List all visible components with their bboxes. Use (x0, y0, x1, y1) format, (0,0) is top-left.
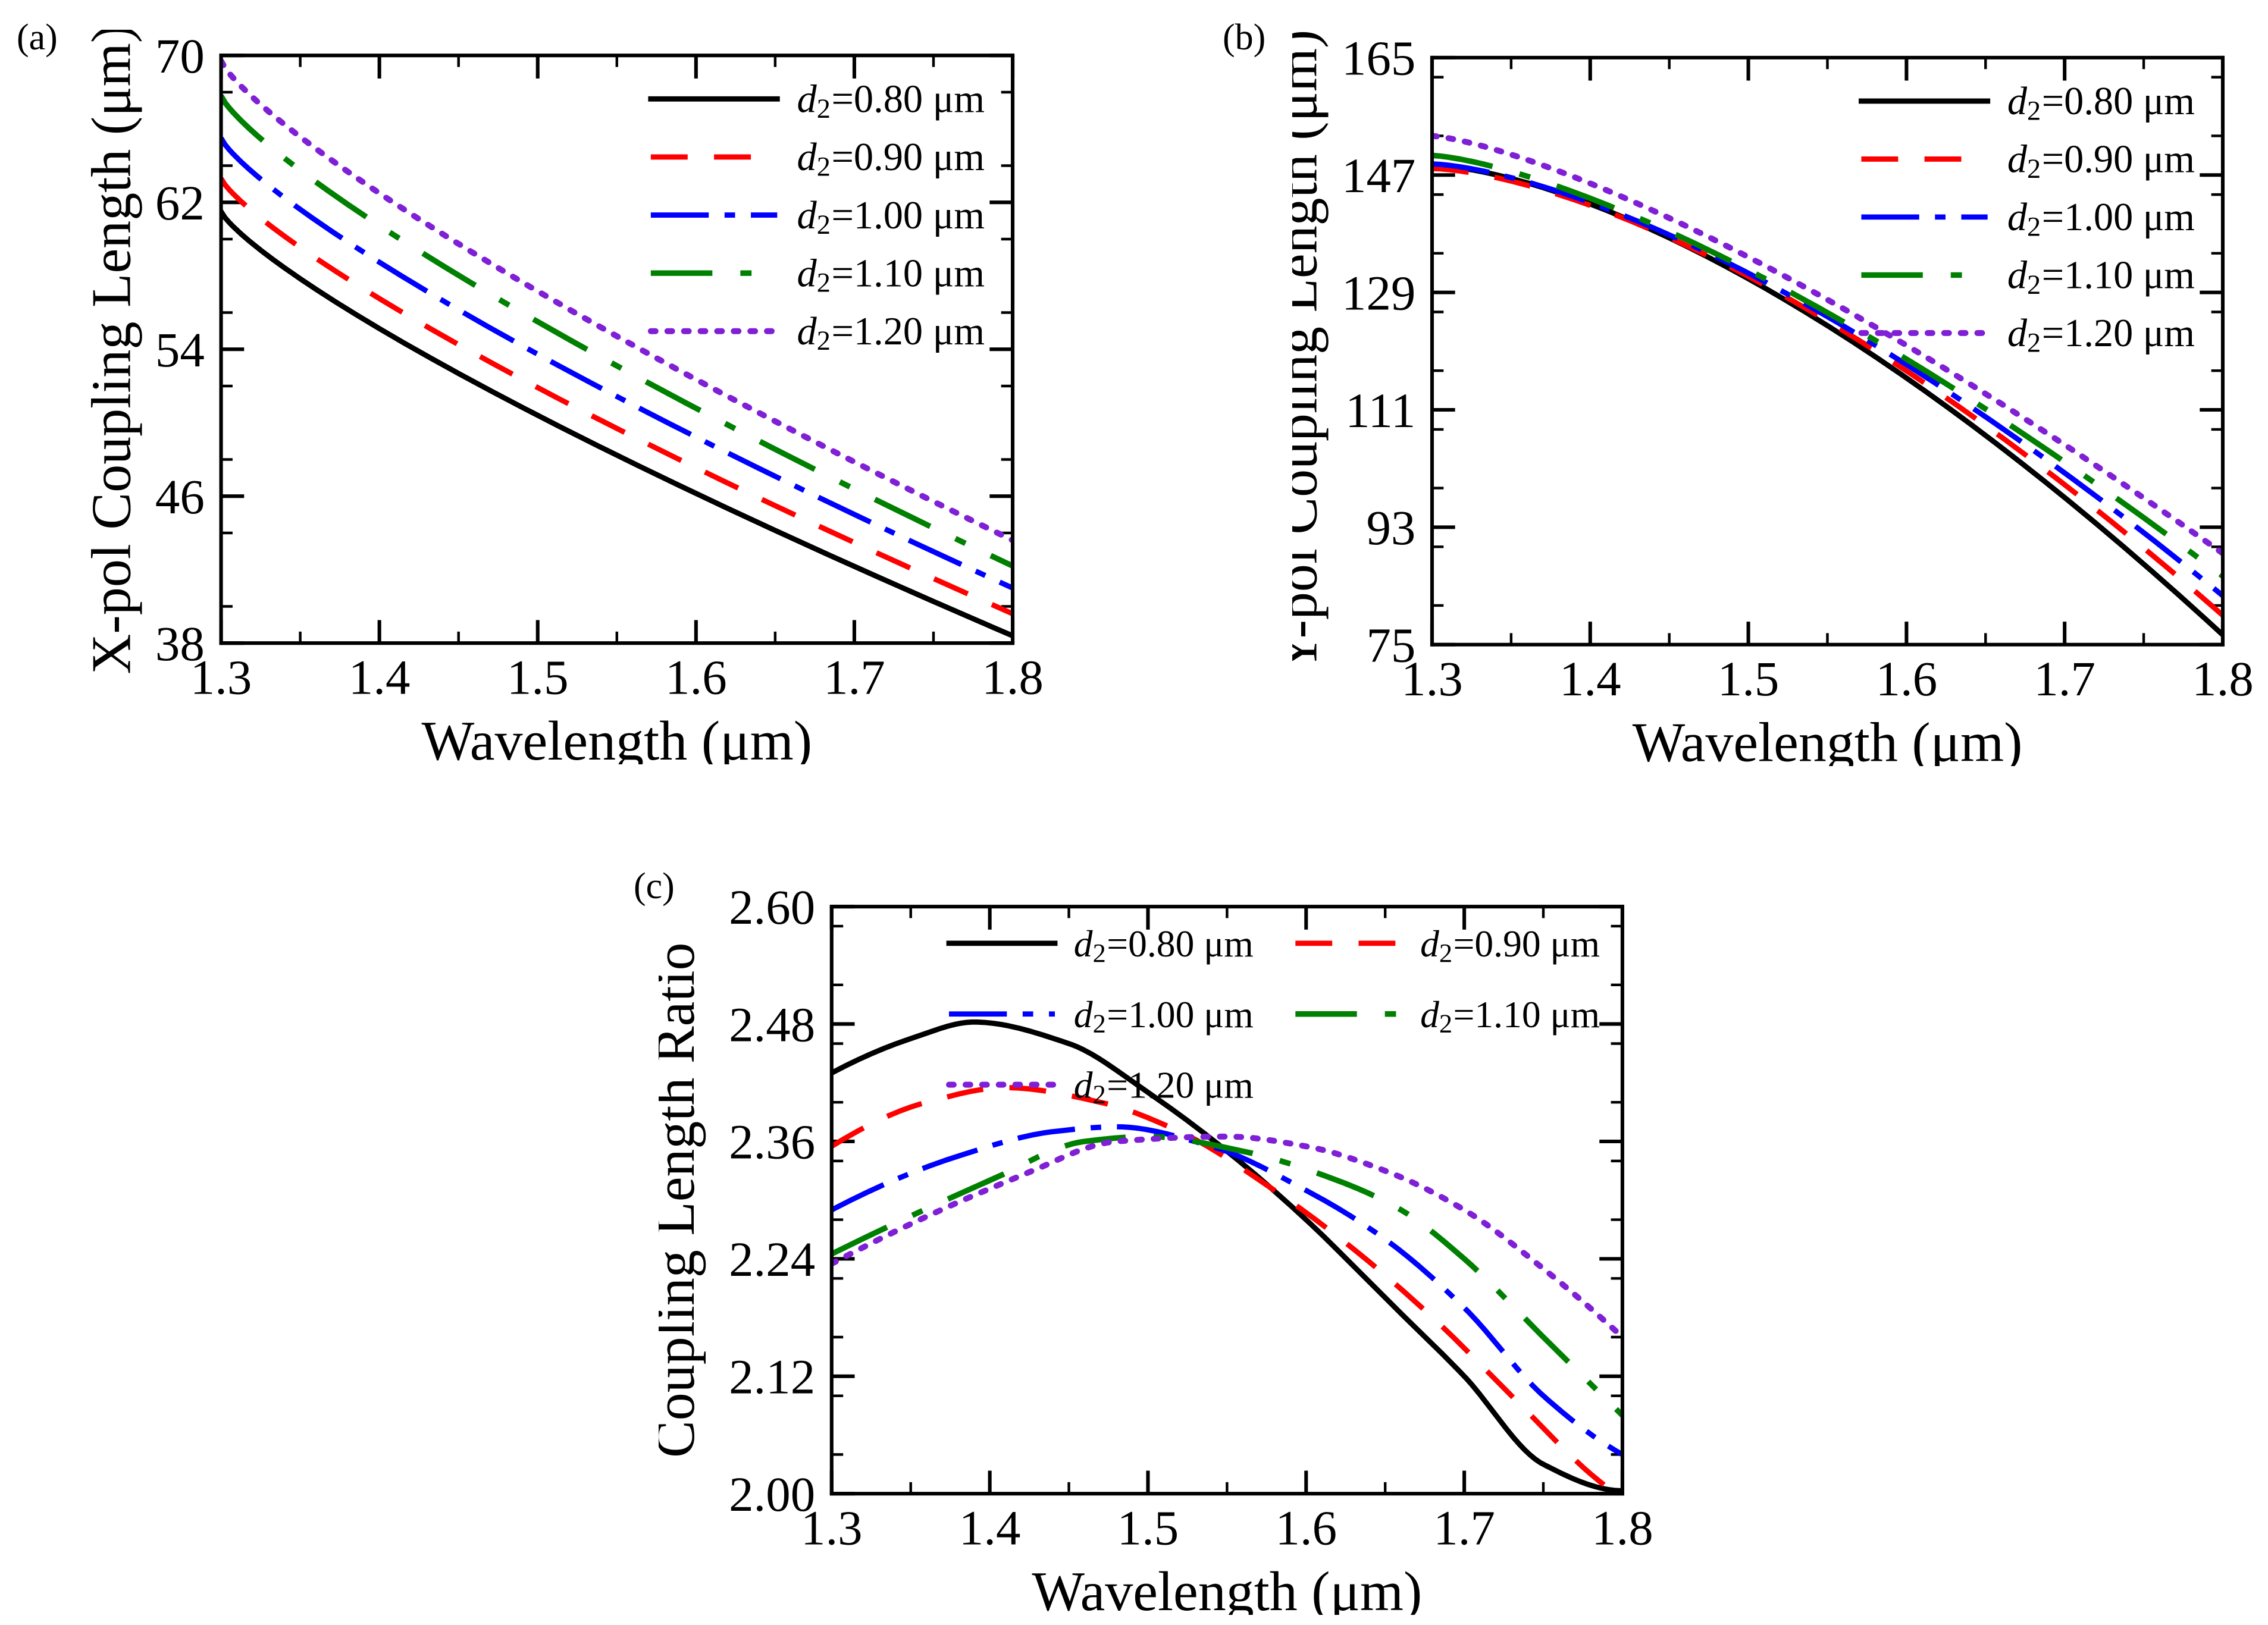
svg-text:1.4: 1.4 (958, 1500, 1020, 1555)
svg-text:1.4: 1.4 (1559, 651, 1621, 706)
svg-text:d 2 = 0: d 2 = 0 . 9 0 μ m (1420, 923, 1600, 968)
svg-text:38: 38 (155, 616, 205, 671)
svg-text:d 2 = 0: d 2 = 0 . 8 0 μ m (797, 77, 984, 124)
svg-text:Y-pol Coupling Length (μm): Y-pol Coupling Length (μm) (1292, 32, 1329, 673)
svg-text:62: 62 (155, 175, 205, 230)
svg-text:1.8: 1.8 (982, 650, 1044, 704)
svg-text:d 2 = 1: d 2 = 1 . 1 0 μ m (1420, 993, 1600, 1039)
svg-text:d 2 = 0: d 2 = 0 . 9 0 μ m (2007, 137, 2195, 184)
svg-text:d 2 = 0: d 2 = 0 . 9 0 μ m (797, 136, 984, 182)
svg-text:1.8: 1.8 (1592, 1500, 1653, 1555)
svg-text:Wavelength (μm): Wavelength (μm) (1633, 711, 2023, 766)
svg-text:Wavelength (μm): Wavelength (μm) (421, 710, 812, 764)
svg-text:1.7: 1.7 (1433, 1500, 1495, 1555)
svg-text:d 2 = 1: d 2 = 1 . 2 0 μ m (2007, 312, 2195, 358)
svg-text:2.24: 2.24 (729, 1232, 815, 1287)
svg-text:129: 129 (1342, 265, 1415, 320)
svg-text:2.12: 2.12 (729, 1349, 815, 1404)
svg-text:111: 111 (1345, 383, 1415, 438)
svg-text:d 2 = 1: d 2 = 1 . 2 0 μ m (1073, 1064, 1253, 1109)
svg-text:2.00: 2.00 (729, 1467, 815, 1522)
svg-text:Wavelength (μm): Wavelength (μm) (1032, 1561, 1422, 1615)
svg-text:2.60: 2.60 (729, 881, 815, 934)
svg-text:d 2 = 1: d 2 = 1 . 0 0 μ m (1073, 993, 1253, 1039)
svg-text:d 2 = 0: d 2 = 0 . 8 0 μ m (1073, 923, 1253, 968)
svg-text:1.6: 1.6 (1876, 651, 1938, 706)
svg-text:46: 46 (155, 469, 205, 524)
svg-text:1.6: 1.6 (1275, 1500, 1337, 1555)
svg-text:d 2 = 1: d 2 = 1 . 0 0 μ m (797, 194, 984, 240)
svg-text:1.5: 1.5 (1718, 651, 1780, 706)
svg-text:d 2 = 1: d 2 = 1 . 1 0 μ m (797, 252, 984, 298)
svg-text:d 2 = 1: d 2 = 1 . 0 0 μ m (2007, 196, 2195, 242)
svg-text:1.5: 1.5 (507, 650, 569, 704)
svg-text:1.7: 1.7 (823, 650, 885, 704)
svg-text:1.5: 1.5 (1117, 1500, 1179, 1555)
svg-text:d 2 = 0: d 2 = 0 . 8 0 μ m (2007, 80, 2195, 126)
svg-text:d 2 = 1: d 2 = 1 . 1 0 μ m (2007, 253, 2195, 300)
svg-text:147: 147 (1342, 148, 1415, 203)
svg-text:2.48: 2.48 (729, 997, 815, 1052)
svg-text:54: 54 (155, 322, 205, 377)
svg-text:X-pol Coupling Length (μm): X-pol Coupling Length (μm) (81, 30, 142, 675)
svg-text:1.8: 1.8 (2192, 651, 2254, 706)
svg-text:d 2 = 1: d 2 = 1 . 2 0 μ m (797, 310, 984, 356)
svg-text:75: 75 (1366, 617, 1415, 672)
svg-text:93: 93 (1366, 500, 1415, 555)
svg-text:Coupling Length Ratio: Coupling Length Ratio (659, 942, 706, 1457)
svg-text:1.6: 1.6 (665, 650, 727, 704)
svg-text:2.36: 2.36 (729, 1115, 815, 1169)
svg-text:1.4: 1.4 (348, 650, 410, 704)
svg-text:165: 165 (1342, 32, 1415, 86)
svg-text:70: 70 (155, 30, 205, 83)
svg-text:1.7: 1.7 (2034, 651, 2095, 706)
